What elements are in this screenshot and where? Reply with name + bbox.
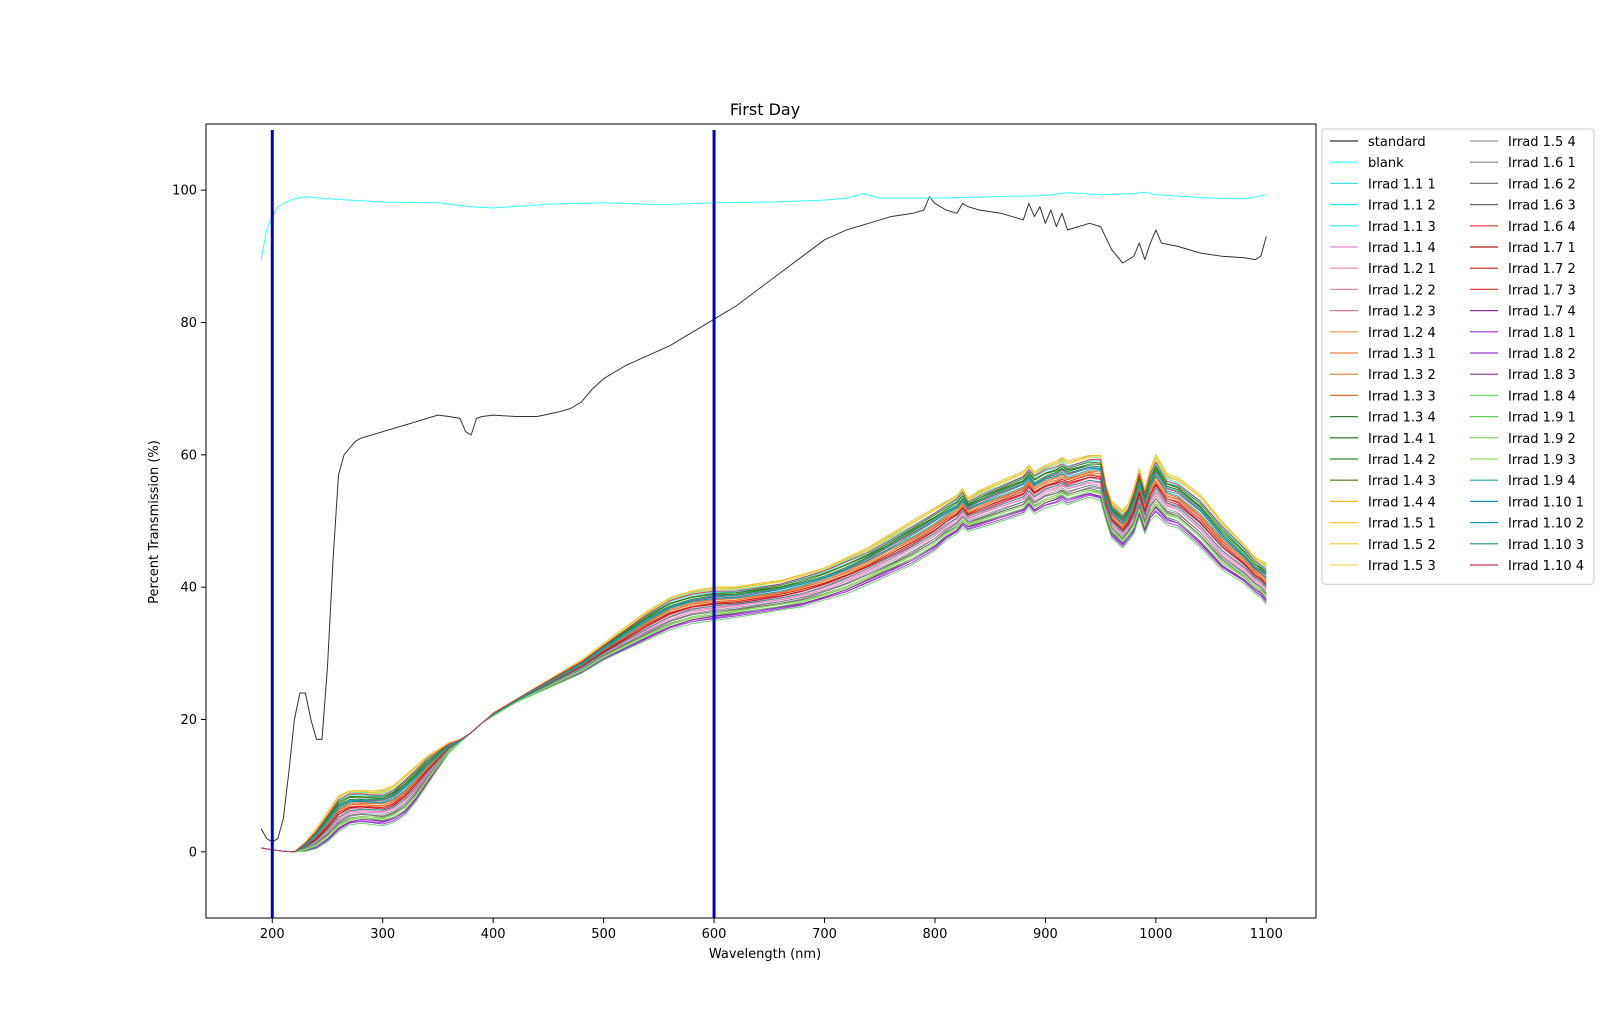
legend-label: Irrad 1.2 3 xyxy=(1368,305,1436,320)
legend-label: Irrad 1.3 4 xyxy=(1368,411,1436,426)
series-line-irrad-1-2-2 xyxy=(261,481,1267,853)
legend-label: Irrad 1.2 1 xyxy=(1368,262,1436,277)
legend-label: Irrad 1.4 1 xyxy=(1368,432,1436,447)
y-tick-label: 40 xyxy=(180,581,197,596)
legend-label: Irrad 1.2 2 xyxy=(1368,283,1436,298)
y-tick-label: 80 xyxy=(180,316,197,331)
series-line-irrad-1-5-3 xyxy=(261,457,1267,853)
legend-label: Irrad 1.8 2 xyxy=(1508,347,1576,362)
legend-label: Irrad 1.6 1 xyxy=(1508,156,1576,171)
legend-label: Irrad 1.2 4 xyxy=(1368,326,1436,341)
legend-label: Irrad 1.1 3 xyxy=(1368,220,1436,235)
series-line-irrad-1-4-3 xyxy=(261,461,1267,853)
series-line-irrad-1-7-2 xyxy=(261,474,1267,853)
legend-label: Irrad 1.8 3 xyxy=(1508,368,1576,383)
series-line-irrad-1-9-1 xyxy=(261,496,1267,853)
series-line-irrad-1-10-4 xyxy=(261,459,1267,853)
series-line-irrad-1-8-2 xyxy=(261,493,1267,853)
legend-label: Irrad 1.9 3 xyxy=(1508,453,1576,468)
legend-label: Irrad 1.7 2 xyxy=(1508,262,1576,277)
legend-label: Irrad 1.10 2 xyxy=(1508,517,1584,532)
x-tick-label: 200 xyxy=(260,927,285,942)
legend-label: blank xyxy=(1368,156,1404,171)
y-tick-label: 60 xyxy=(180,448,197,463)
legend-label: Irrad 1.8 1 xyxy=(1508,326,1576,341)
series-line-irrad-1-5-4 xyxy=(261,485,1267,853)
y-tick-label: 0 xyxy=(189,845,197,860)
x-tick-label: 1100 xyxy=(1250,927,1283,942)
legend-label: Irrad 1.3 2 xyxy=(1368,368,1436,383)
legend-box xyxy=(1321,128,1595,585)
series-line-irrad-1-7-1 xyxy=(261,476,1267,853)
legend-label: Irrad 1.6 3 xyxy=(1508,199,1576,214)
legend-label: Irrad 1.10 4 xyxy=(1508,559,1584,574)
legend-label: Irrad 1.5 2 xyxy=(1368,538,1436,553)
x-tick-label: 700 xyxy=(812,927,837,942)
legend-label: Irrad 1.10 1 xyxy=(1508,495,1584,510)
series-line-irrad-1-10-1 xyxy=(261,467,1267,853)
legend-label: Irrad 1.6 4 xyxy=(1508,220,1576,235)
legend-label: Irrad 1.7 3 xyxy=(1508,283,1576,298)
plot-frame xyxy=(205,123,1317,919)
x-tick-label: 800 xyxy=(923,927,948,942)
legend-label: Irrad 1.5 4 xyxy=(1508,135,1576,150)
legend-label: Irrad 1.6 2 xyxy=(1508,177,1576,192)
legend-label: Irrad 1.1 1 xyxy=(1368,177,1436,192)
y-tick-label: 20 xyxy=(180,713,197,728)
legend-label: Irrad 1.4 4 xyxy=(1368,495,1436,510)
series-line-irrad-1-4-2 xyxy=(261,463,1267,853)
series-line-irrad-1-2-4 xyxy=(261,473,1267,853)
x-axis-label: Wavelength (nm) xyxy=(709,947,821,962)
y-axis-label: Percent Transmission (%) xyxy=(147,440,162,604)
legend: standard blank Irrad 1.1 1 Irrad 1.1 2 Irrad… xyxy=(1321,128,1595,585)
series-line-standard xyxy=(260,196,1267,843)
x-tick-label: 400 xyxy=(481,927,506,942)
series-line-irrad-1-9-3 xyxy=(261,489,1267,853)
series-line-irrad-1-6-2 xyxy=(261,484,1267,853)
legend-label: Irrad 1.3 1 xyxy=(1368,347,1436,362)
legend-label: Irrad 1.8 4 xyxy=(1508,389,1576,404)
legend-label: standard xyxy=(1368,135,1426,150)
legend-label: Irrad 1.7 1 xyxy=(1508,241,1576,256)
chart-title: First Day xyxy=(730,100,800,119)
legend-label: Irrad 1.1 4 xyxy=(1368,241,1436,256)
legend-label: Irrad 1.9 4 xyxy=(1508,474,1576,489)
legend-label: Irrad 1.5 3 xyxy=(1368,559,1436,574)
plot-area: 200 300 400 500 600 700 800 900 1000 1100 0 20 40 60 8… xyxy=(172,123,1317,942)
series-line-irrad-1-3-3 xyxy=(261,471,1267,853)
legend-label: Irrad 1.1 2 xyxy=(1368,199,1436,214)
legend-label: Irrad 1.5 1 xyxy=(1368,517,1436,532)
legend-label: Irrad 1.7 4 xyxy=(1508,305,1576,320)
x-tick-label: 500 xyxy=(591,927,616,942)
x-tick-label: 900 xyxy=(1033,927,1058,942)
legend-label: Irrad 1.3 3 xyxy=(1368,389,1436,404)
legend-label: Irrad 1.4 3 xyxy=(1368,474,1436,489)
legend-label: Irrad 1.10 3 xyxy=(1508,538,1584,553)
series-lines xyxy=(260,191,1267,853)
legend-label: Irrad 1.4 2 xyxy=(1368,453,1436,468)
series-line-blank xyxy=(260,191,1267,260)
x-tick-label: 600 xyxy=(702,927,727,942)
legend-label: Irrad 1.9 2 xyxy=(1508,432,1576,447)
series-line-irrad-1-10-2 xyxy=(261,466,1267,853)
series-line-irrad-1-10-3 xyxy=(261,479,1267,853)
x-tick-label: 1000 xyxy=(1139,927,1172,942)
x-tick-label: 300 xyxy=(370,927,395,942)
y-tick-label: 100 xyxy=(172,184,197,199)
legend-label: Irrad 1.9 1 xyxy=(1508,411,1576,426)
